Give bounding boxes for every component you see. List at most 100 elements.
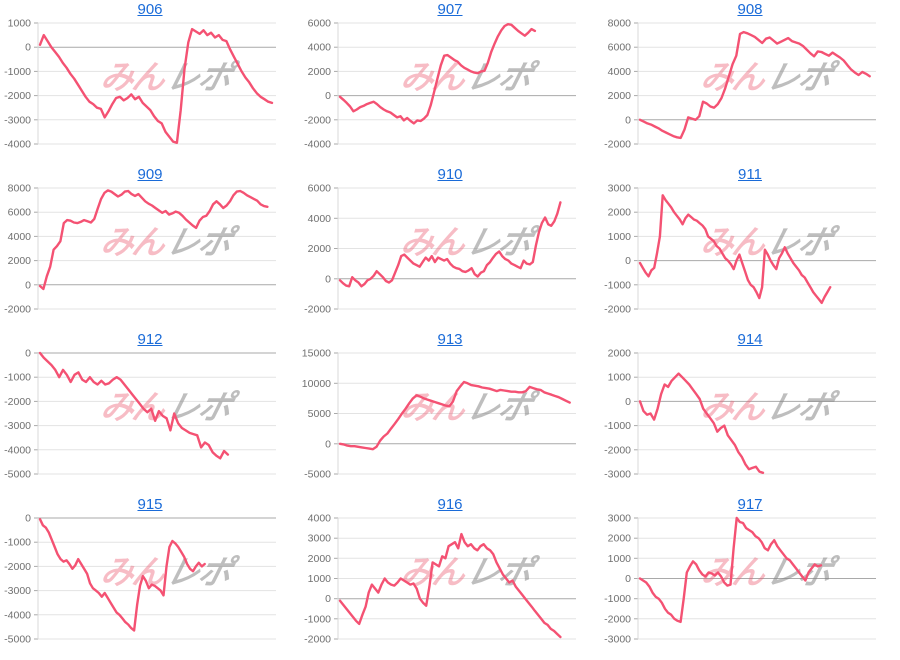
axis-grid-layer: 6000 4000 2000 0 -2000 -4000: [304, 18, 576, 151]
chart-title-row: 908: [600, 1, 900, 19]
series-line: [638, 516, 823, 624]
chart-title-link[interactable]: 911: [738, 166, 762, 183]
y-tick-label: -3000: [4, 114, 31, 126]
y-tick-label: 0: [625, 114, 631, 126]
y-tick-label: -4000: [4, 444, 31, 456]
line-chart-layer: [38, 518, 206, 632]
y-tick-label: -3000: [4, 420, 31, 432]
y-tick-label: -1000: [304, 613, 331, 625]
y-tick-label: -2000: [604, 444, 631, 456]
y-tick-label: 6000: [308, 18, 332, 30]
axis-grid-layer: 15000 10000 5000 0 -5000: [302, 348, 576, 481]
axis-grid-layer: 8000 6000 4000 2000 0 -2000: [4, 183, 276, 316]
y-tick-label: -2000: [304, 114, 331, 126]
y-tick-label: 2000: [608, 533, 632, 545]
series-line: [38, 189, 269, 291]
series-line: [638, 30, 871, 140]
chart-title-link[interactable]: 914: [737, 331, 763, 348]
chart-cell: 2000 1000 0 -1000 -2000 -3000 914 みんレポ: [600, 330, 900, 495]
chart-title-row: 915: [0, 496, 300, 514]
y-tick-label: 3000: [608, 513, 632, 525]
y-tick-label: 0: [25, 513, 31, 525]
y-tick-label: -2000: [4, 90, 31, 102]
y-tick-label: 6000: [608, 42, 632, 54]
y-tick-label: 8000: [608, 18, 632, 30]
chart-title-row: 907: [300, 1, 600, 19]
chart-cell: 8000 6000 4000 2000 0 -2000 909 みんレポ: [0, 165, 300, 330]
chart-cell: 6000 4000 2000 0 -2000 910 みんレポ: [300, 165, 600, 330]
chart-cell: 3000 2000 1000 0 -1000 -2000 -3000 917 みんレポ: [600, 495, 900, 660]
y-tick-label: -1000: [4, 372, 31, 384]
y-tick-label: -4000: [4, 609, 31, 621]
y-tick-label: -5000: [4, 634, 31, 646]
y-tick-label: 2000: [308, 243, 332, 255]
y-tick-label: -5000: [4, 469, 31, 481]
y-tick-label: -2000: [4, 396, 31, 408]
y-tick-label: -2000: [304, 304, 331, 316]
y-tick-label: 2000: [608, 348, 632, 360]
chart-title-link[interactable]: 915: [137, 496, 163, 513]
y-tick-label: 1000: [608, 553, 632, 565]
chart-title-link[interactable]: 907: [437, 1, 463, 18]
chart-title-link[interactable]: 908: [737, 1, 763, 18]
line-chart-layer: [338, 380, 571, 451]
y-tick-label: -3000: [604, 634, 631, 646]
y-tick-label: -3000: [604, 469, 631, 481]
chart-cell: 8000 6000 4000 2000 0 -2000 908 みんレポ: [600, 0, 900, 165]
y-tick-label: -2000: [4, 561, 31, 573]
y-tick-label: 4000: [308, 42, 332, 54]
axis-grid-layer: 0 -1000 -2000 -3000 -4000 -5000: [4, 513, 276, 646]
line-chart-layer: [638, 30, 871, 140]
y-tick-label: -2000: [604, 613, 631, 625]
y-tick-label: 0: [625, 573, 631, 585]
chart-title-link[interactable]: 909: [137, 166, 163, 183]
y-tick-label: 1000: [608, 372, 632, 384]
y-tick-label: 0: [625, 255, 631, 267]
y-tick-label: 0: [25, 279, 31, 291]
y-tick-label: 4000: [308, 513, 332, 525]
y-tick-label: -4000: [304, 139, 331, 151]
y-tick-label: -3000: [4, 585, 31, 597]
chart-title-link[interactable]: 912: [137, 331, 163, 348]
axis-grid-layer: 3000 2000 1000 0 -1000 -2000 -3000: [604, 513, 876, 646]
y-tick-label: -2000: [4, 304, 31, 316]
y-tick-label: -4000: [4, 139, 31, 151]
y-tick-label: -1000: [604, 593, 631, 605]
chart-title-row: 917: [600, 496, 900, 514]
y-tick-label: -1000: [4, 66, 31, 78]
axis-grid-layer: 2000 1000 0 -1000 -2000 -3000: [604, 348, 876, 481]
chart-title-link[interactable]: 913: [437, 331, 463, 348]
chart-cell: 15000 10000 5000 0 -5000 913 みんレポ: [300, 330, 600, 495]
series-line: [338, 201, 562, 288]
y-tick-label: 6000: [8, 207, 32, 219]
y-tick-label: 2000: [308, 553, 332, 565]
chart-title-link[interactable]: 910: [437, 166, 463, 183]
y-tick-label: 15000: [302, 348, 331, 360]
line-chart-layer: [338, 532, 562, 639]
y-tick-label: 0: [25, 348, 31, 360]
axis-grid-layer: 3000 2000 1000 0 -1000 -2000: [604, 183, 876, 316]
chart-title-row: 912: [0, 331, 300, 349]
y-tick-label: 2000: [8, 255, 32, 267]
y-tick-label: -1000: [604, 420, 631, 432]
line-chart-layer: [38, 189, 269, 291]
line-chart-layer: [638, 516, 823, 624]
chart-title-row: 911: [600, 166, 900, 184]
chart-title-row: 910: [300, 166, 600, 184]
chart-title-link[interactable]: 906: [137, 1, 163, 18]
y-tick-label: 1000: [608, 231, 632, 243]
y-tick-label: 4000: [608, 66, 632, 78]
y-tick-label: -2000: [304, 634, 331, 646]
axis-grid-layer: 8000 6000 4000 2000 0 -2000: [604, 18, 876, 151]
series-line: [338, 380, 571, 451]
y-tick-label: 1000: [8, 18, 32, 30]
series-line: [38, 518, 206, 632]
y-tick-label: 1000: [308, 573, 332, 585]
y-tick-label: 2000: [308, 66, 332, 78]
chart-cell: 4000 3000 2000 1000 0 -1000 -2000 916 みんレポ: [300, 495, 600, 660]
y-tick-label: 0: [325, 593, 331, 605]
y-tick-label: 8000: [8, 183, 32, 195]
chart-title-link[interactable]: 917: [737, 496, 763, 513]
chart-title-row: 916: [300, 496, 600, 514]
chart-title-link[interactable]: 916: [437, 496, 463, 513]
